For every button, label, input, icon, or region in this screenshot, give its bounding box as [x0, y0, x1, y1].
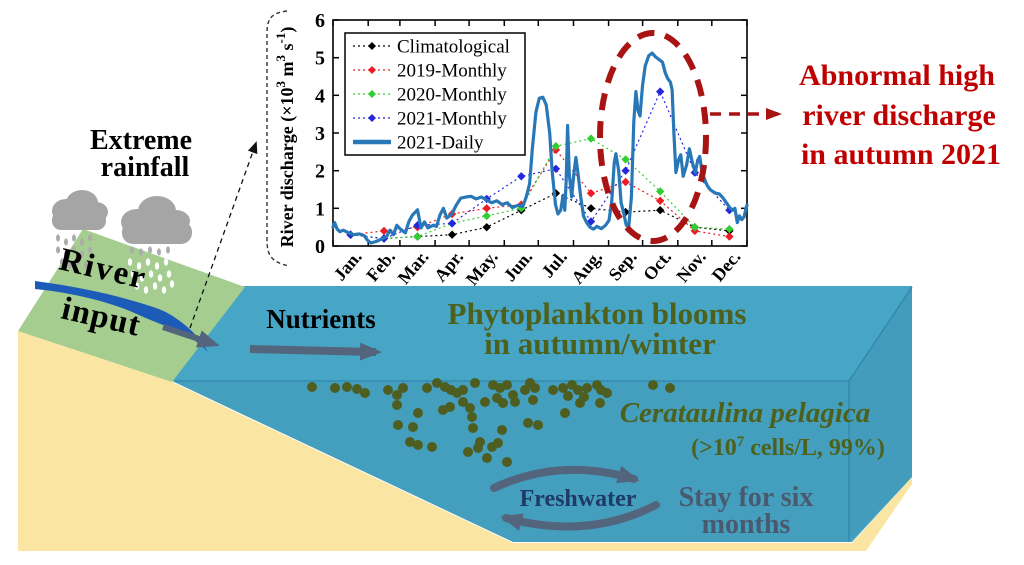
svg-text:Sep.: Sep. [604, 247, 640, 285]
ylabel-part: m [277, 61, 297, 81]
chart-legend: Climatological 2019-Monthly 2020-Monthly 20… [344, 32, 526, 156]
svg-text:Dec.: Dec. [708, 247, 745, 286]
chart-ylabel: River discharge (×103 m3 s-1) [273, 27, 298, 248]
ylabel-sup: 3 [273, 54, 288, 61]
stay-label-line2: months [702, 509, 791, 540]
cell-density-superscript: 7 [737, 434, 745, 450]
svg-text:Oct.: Oct. [639, 247, 675, 285]
cell-density-prefix: (>10 [691, 435, 737, 461]
chart-month-labels: Jan.Feb.Mar.Apr.May.Jun. Jul.Aug.Sep.Oct.… [329, 247, 744, 289]
rainfall-drops [56, 234, 175, 294]
svg-text:Mar.: Mar. [394, 247, 433, 288]
rain-cloud-icon-right [121, 196, 192, 244]
box-right-face-shade [849, 287, 912, 542]
svg-text:1: 1 [315, 198, 325, 220]
river-flow-arrow-icon [162, 324, 220, 348]
svg-text:Climatological: Climatological [397, 37, 510, 58]
svg-text:6: 6 [315, 10, 325, 32]
chart-ticks [332, 19, 748, 247]
ylabel-part: ) [277, 27, 298, 33]
sea-floor-sand [18, 331, 912, 551]
svg-text:Jan.: Jan. [329, 247, 365, 285]
svg-text:3: 3 [315, 123, 325, 145]
nutrients-arrow-icon [249, 342, 382, 361]
ylabel-part: River discharge (×10 [277, 87, 298, 247]
highlight-ellipse [597, 30, 709, 244]
abnormal-discharge-label-line3: in autumn 2021 [801, 138, 1001, 171]
svg-text:Jul.: Jul. [537, 247, 571, 282]
callout-arrow [189, 141, 258, 329]
svg-text:5: 5 [315, 48, 325, 70]
stay-label-line1: Stay for six [679, 482, 814, 513]
bloom-label-line1: Phytoplankton blooms [448, 296, 747, 331]
extreme-rainfall-label-line2: rainfall [101, 152, 190, 183]
svg-text:Nov.: Nov. [672, 247, 710, 286]
svg-text:4: 4 [315, 85, 325, 107]
abnormal-discharge-label-line1: Abnormal high [799, 59, 995, 92]
species-name-label: Cerataulina pelagica [620, 397, 871, 429]
circulation-arrows-icon [490, 465, 660, 531]
cell-density-suffix: cells/L, 99%) [744, 435, 885, 461]
chart-ytick-labels: 0 1 2 3 4 5 6 [315, 10, 325, 258]
svg-text:2020-Monthly: 2020-Monthly [397, 85, 507, 106]
svg-text:Jun.: Jun. [499, 247, 536, 286]
svg-text:2021-Monthly: 2021-Monthly [397, 109, 507, 130]
svg-text:May.: May. [462, 247, 502, 289]
abnormal-discharge-label-line2: river discharge [802, 99, 996, 132]
chart-series [331, 51, 749, 245]
cell-density-label: (>107 cells/L, 99%) [691, 434, 885, 461]
ylabel-sup: 3 [273, 80, 288, 87]
rain-cloud-icon-left [52, 190, 108, 230]
svg-text:2021-Daily: 2021-Daily [397, 133, 484, 154]
ylabel-sup: -1 [273, 33, 288, 44]
box-edge-lines [175, 286, 913, 542]
ylabel-part: s [277, 43, 297, 55]
svg-text:Aug.: Aug. [567, 247, 606, 288]
nutrients-label: Nutrients [266, 304, 376, 334]
discharge-chart: 0 1 2 3 4 5 6 Jan.Feb.Mar.Apr.May.Jun. Jul.Aug.… [273, 10, 782, 289]
svg-text:0: 0 [315, 236, 325, 258]
phytoplankton-dots [307, 378, 675, 467]
extreme-rainfall-label-line1: Extreme [90, 125, 192, 156]
bloom-label-line2: in autumn/winter [484, 326, 716, 361]
svg-text:Apr.: Apr. [430, 247, 467, 286]
svg-text:2019-Monthly: 2019-Monthly [397, 61, 507, 82]
river-ribbon [35, 281, 208, 352]
svg-text:Feb.: Feb. [362, 247, 399, 286]
freshwater-label: Freshwater [520, 486, 637, 512]
svg-text:2: 2 [315, 161, 325, 183]
